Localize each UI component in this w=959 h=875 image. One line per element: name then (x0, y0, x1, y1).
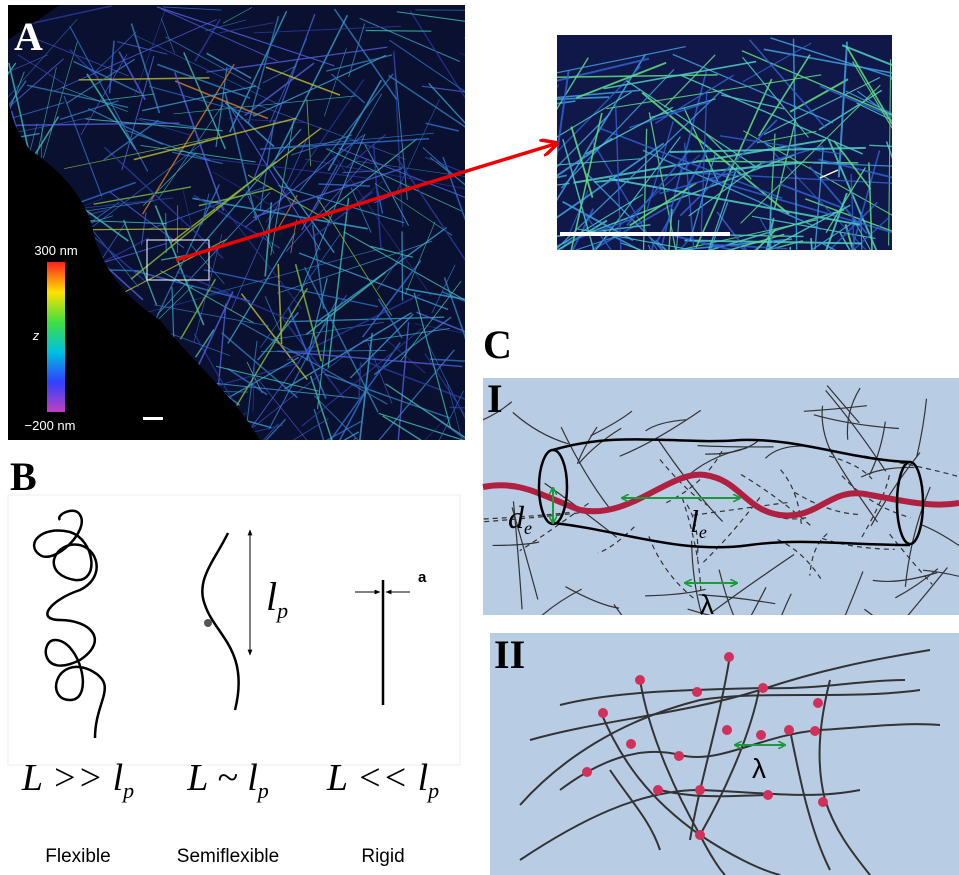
crosslink (626, 739, 636, 749)
crosslink (635, 675, 645, 685)
relation-main: L ~ l (186, 757, 258, 799)
crosslink (763, 790, 773, 800)
filament (366, 30, 432, 31)
crosslink (695, 830, 705, 840)
colorbar-max: 300 nm (34, 243, 77, 258)
inset-scale-bar (560, 232, 730, 236)
colorbar-min: −200 nm (25, 418, 76, 433)
lambda-symbol: λ (700, 589, 714, 620)
sub-label: I (487, 376, 503, 421)
relation-main: L << l (326, 757, 428, 799)
regime-relation: L << lp (326, 757, 439, 803)
relation-sub: p (426, 778, 439, 803)
colorbar (47, 262, 65, 412)
crosslink (582, 767, 592, 777)
crosslink (756, 730, 766, 740)
a-symbol: a (418, 569, 427, 586)
regime-name: Rigid (361, 846, 404, 867)
crosslink (598, 708, 608, 718)
filament (498, 221, 607, 286)
filament (620, 243, 850, 325)
filament (564, 241, 767, 386)
figure: 300 nm z −200 nm A B lp a L >> lpFlexibl… (0, 0, 959, 875)
crosslink (695, 785, 705, 795)
crosslink (692, 687, 702, 697)
filament (495, 191, 588, 405)
filament (628, 244, 653, 381)
crosslink (674, 751, 684, 761)
regime-relation: L ~ lp (186, 757, 269, 803)
crosslink (758, 683, 768, 693)
chain-point (204, 619, 212, 627)
relation-main: L >> l (21, 757, 123, 799)
filament (854, 249, 916, 290)
crosslink (653, 785, 663, 795)
filament (737, 245, 869, 338)
crosslink (784, 725, 794, 735)
crosslink (810, 726, 820, 736)
filament (656, 241, 790, 364)
filament (469, 175, 566, 196)
regime-name: Flexible (45, 846, 110, 867)
filament (854, 220, 942, 379)
colorbar-axis: z (32, 328, 40, 343)
filament (891, 78, 959, 217)
regimes: L >> lpFlexibleL ~ lpSemiflexibleL << lp… (21, 757, 439, 867)
crosslink (813, 698, 823, 708)
crosslink (818, 797, 828, 807)
crosslink (724, 652, 734, 662)
lambda-symbol: λ (752, 753, 766, 784)
panel-label: B (10, 454, 37, 499)
relation-sub: p (256, 778, 269, 803)
relation-sub: p (121, 778, 134, 803)
filament (822, 243, 959, 359)
regime-name: Semiflexible (177, 846, 279, 867)
scale-bar (143, 417, 163, 420)
sub-label: II (494, 632, 525, 677)
regime-relation: L >> lp (21, 757, 134, 803)
crosslink (722, 725, 732, 735)
panel-label: C (483, 322, 512, 367)
filament (465, 38, 548, 101)
panel-label: A (14, 14, 43, 59)
